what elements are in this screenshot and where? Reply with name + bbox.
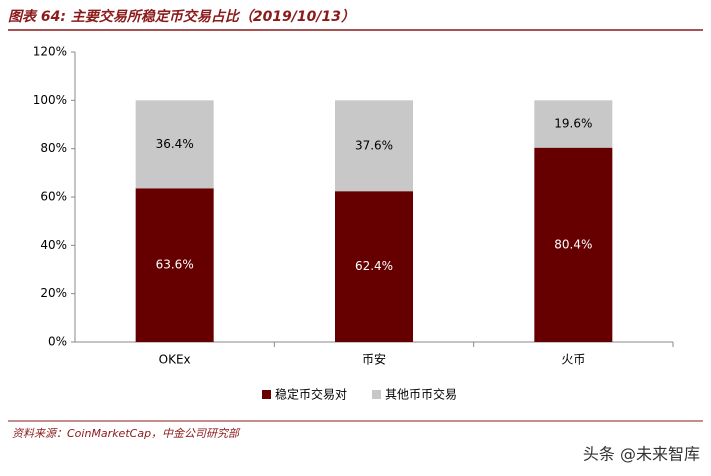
bar-segment bbox=[335, 100, 413, 192]
y-tick-label: 20% bbox=[40, 286, 67, 300]
x-tick-label: 币安 bbox=[362, 352, 386, 367]
y-tick-label: 0% bbox=[48, 335, 67, 349]
bar-segment bbox=[534, 100, 613, 148]
y-tick-label: 60% bbox=[40, 190, 67, 204]
x-tick-label: OKEx bbox=[159, 353, 191, 367]
legend-swatch bbox=[372, 390, 381, 399]
y-tick-label: 100% bbox=[33, 93, 67, 107]
legend-swatch bbox=[262, 390, 271, 399]
y-tick-label: 40% bbox=[40, 238, 67, 252]
data-label: 36.4% bbox=[156, 137, 194, 151]
legend-label: 稳定币交易对 bbox=[275, 387, 347, 402]
legend-label: 其他币币交易 bbox=[385, 387, 457, 402]
bar-segment bbox=[135, 188, 214, 342]
data-label: 37.6% bbox=[355, 138, 393, 152]
data-label: 62.4% bbox=[355, 259, 393, 273]
y-tick-label: 120% bbox=[33, 45, 67, 59]
y-tick-label: 80% bbox=[40, 141, 67, 155]
chart-title: 图表 64: 主要交易所稳定币交易占比（2019/10/13） bbox=[8, 8, 355, 25]
bar-segment bbox=[135, 100, 214, 189]
bar-segment bbox=[335, 191, 413, 342]
x-tick-label: 火币 bbox=[561, 353, 585, 367]
watermark: 头条 @未来智库 bbox=[583, 445, 700, 464]
data-label: 19.6% bbox=[554, 117, 592, 131]
data-label: 63.6% bbox=[156, 258, 194, 272]
data-label: 80.4% bbox=[554, 237, 592, 251]
bar-segment bbox=[534, 147, 613, 342]
source: 资料来源：CoinMarketCap，中金公司研究部 bbox=[12, 427, 241, 440]
